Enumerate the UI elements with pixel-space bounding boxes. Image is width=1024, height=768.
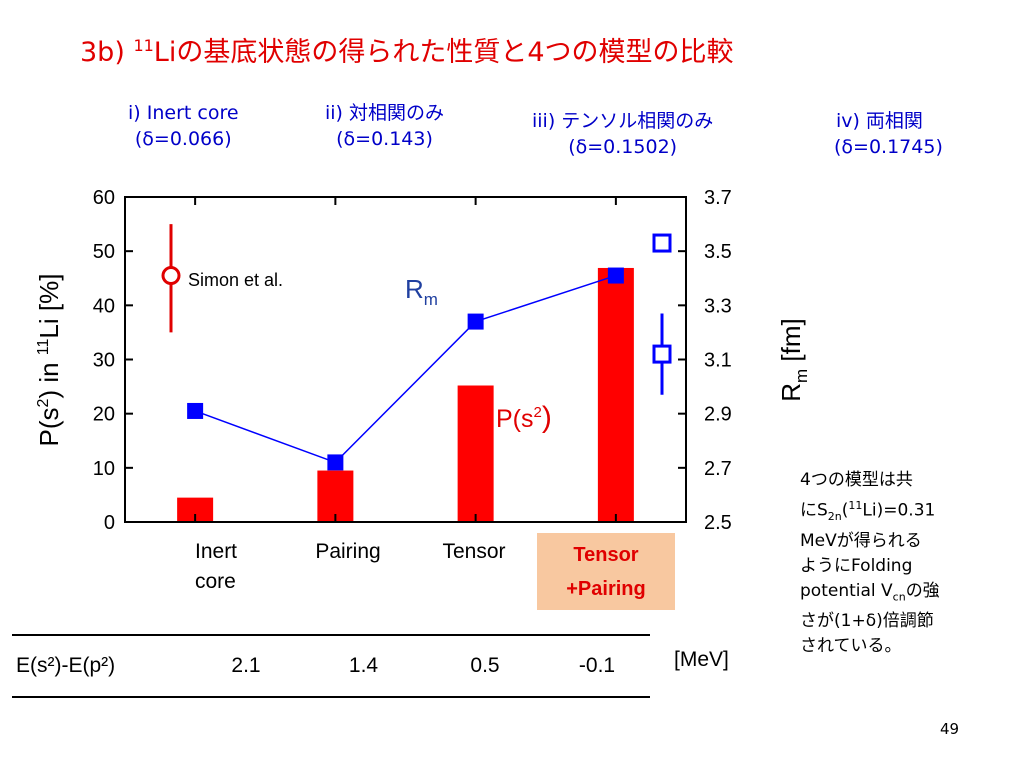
title-prefix: 3b) <box>80 37 134 68</box>
model-delta: (δ=0.1502) <box>568 136 678 158</box>
note-line: MeVが得られる <box>800 531 922 552</box>
point-rm <box>327 454 344 471</box>
category-label-pairing: Pairing <box>315 540 380 563</box>
tick-label-right: 3.7 <box>704 187 732 209</box>
tick-label-left: 60 <box>93 187 115 209</box>
tick-label-left: 0 <box>104 512 115 534</box>
page-number: 49 <box>940 720 960 738</box>
model-name: i) Inert core <box>128 102 239 124</box>
energy-value-pairing: 1.4 <box>348 654 379 677</box>
model-header-both: iv) 両相関 (δ=0.1745) <box>816 108 943 160</box>
bar-ps2 <box>317 470 354 522</box>
point-rm <box>187 402 204 419</box>
tick-label-right: 2.9 <box>704 404 732 426</box>
point-experiment-rm <box>652 344 672 364</box>
tick-label-right: 3.5 <box>704 241 732 263</box>
note-text: の強 <box>905 581 940 602</box>
energy-row-label: E(s²)-E(p²) <box>16 654 116 677</box>
series-label-ps2: P(s2) <box>496 401 552 434</box>
energy-value-inert: 2.1 <box>231 654 261 677</box>
tick-label-right: 3.1 <box>704 350 732 372</box>
energy-table: E(s²)-E(p²) 2.1 1.4 0.5 -0.1 <box>12 634 650 698</box>
bar-ps2 <box>457 385 494 522</box>
tick-label-left: 10 <box>93 458 115 480</box>
note-line: さが(1+δ)倍調節 <box>800 611 934 632</box>
tick-label-left: 40 <box>93 295 115 317</box>
note-line: potential Vcnの強 <box>800 579 1010 609</box>
title-main: Liの基底状態の得られた性質と4つの模型の比較 <box>153 37 734 68</box>
note-line: されている。 <box>800 636 902 657</box>
note-sub: cn <box>892 590 906 604</box>
note-line: にS2n(11Li)=0.31 <box>800 493 1010 529</box>
category-label-inert: Inert <box>195 540 237 563</box>
highlight-tensor-pairing-label: Tensor +Pairing <box>537 533 675 610</box>
model-header-pairing: ii) 対相関のみ (δ=0.143) <box>325 100 444 152</box>
side-note: 4つの模型は共 にS2n(11Li)=0.31 MeVが得られる ようにFold… <box>800 468 1010 659</box>
tick-label-left: 30 <box>93 350 115 372</box>
energy-unit: [MeV] <box>674 648 729 671</box>
model-name: ii) 対相関のみ <box>325 102 445 124</box>
model-delta: (δ=0.1745) <box>834 136 943 158</box>
tick-label-right: 3.3 <box>704 295 732 317</box>
note-sub: 2n <box>827 510 842 524</box>
model-name: iii) テンソル相関のみ <box>532 110 714 132</box>
category-label-tensor: Tensor <box>442 540 505 563</box>
tick-label-right: 2.5 <box>704 512 732 534</box>
bar-ps2 <box>597 267 634 522</box>
note-text: Li)=0.31 <box>862 500 936 521</box>
point-rm <box>607 267 624 284</box>
axis-label-left: P(s2) in 11Li [%] <box>34 274 64 447</box>
model-header-inert: i) Inert core (δ=0.066) <box>128 100 239 152</box>
point-rm <box>467 313 484 330</box>
note-text: にS <box>800 500 828 521</box>
axis-label-right: Rm [fm] <box>776 318 811 402</box>
energy-value-both: -0.1 <box>578 654 616 677</box>
series-label-rm: Rm <box>405 274 438 309</box>
model-delta: (δ=0.066) <box>134 128 232 150</box>
note-line: 4つの模型は共 <box>800 470 913 490</box>
table-row: E(s²)-E(p²) 2.1 1.4 0.5 -0.1 <box>12 635 650 697</box>
note-text: ( <box>841 500 849 521</box>
model-name: iv) 両相関 <box>835 110 923 132</box>
point-experiment-rm <box>652 233 672 253</box>
experiment-label: Simon et al. <box>188 270 283 290</box>
highlight-line2: +Pairing <box>566 578 646 600</box>
point-experiment-p <box>161 266 181 286</box>
tick-label-right: 2.7 <box>704 458 732 480</box>
tick-label-left: 20 <box>93 404 115 426</box>
note-line: ようにFolding <box>800 556 913 577</box>
line-rm <box>194 274 617 464</box>
tick-label-left: 50 <box>93 241 115 263</box>
category-label-inert: core <box>195 570 236 593</box>
note-text: potential V <box>800 581 893 602</box>
highlight-line1: Tensor <box>573 544 639 566</box>
model-delta: (δ=0.143) <box>336 128 433 150</box>
model-header-tensor: iii) テンソル相関のみ (δ=0.1502) <box>532 108 713 160</box>
title-superscript: 11 <box>133 36 154 55</box>
energy-value-tensor: 0.5 <box>470 654 500 677</box>
slide-title: 3b) 11Liの基底状態の得られた性質と4つの模型の比較 <box>80 30 734 69</box>
note-sup: 11 <box>848 499 863 512</box>
